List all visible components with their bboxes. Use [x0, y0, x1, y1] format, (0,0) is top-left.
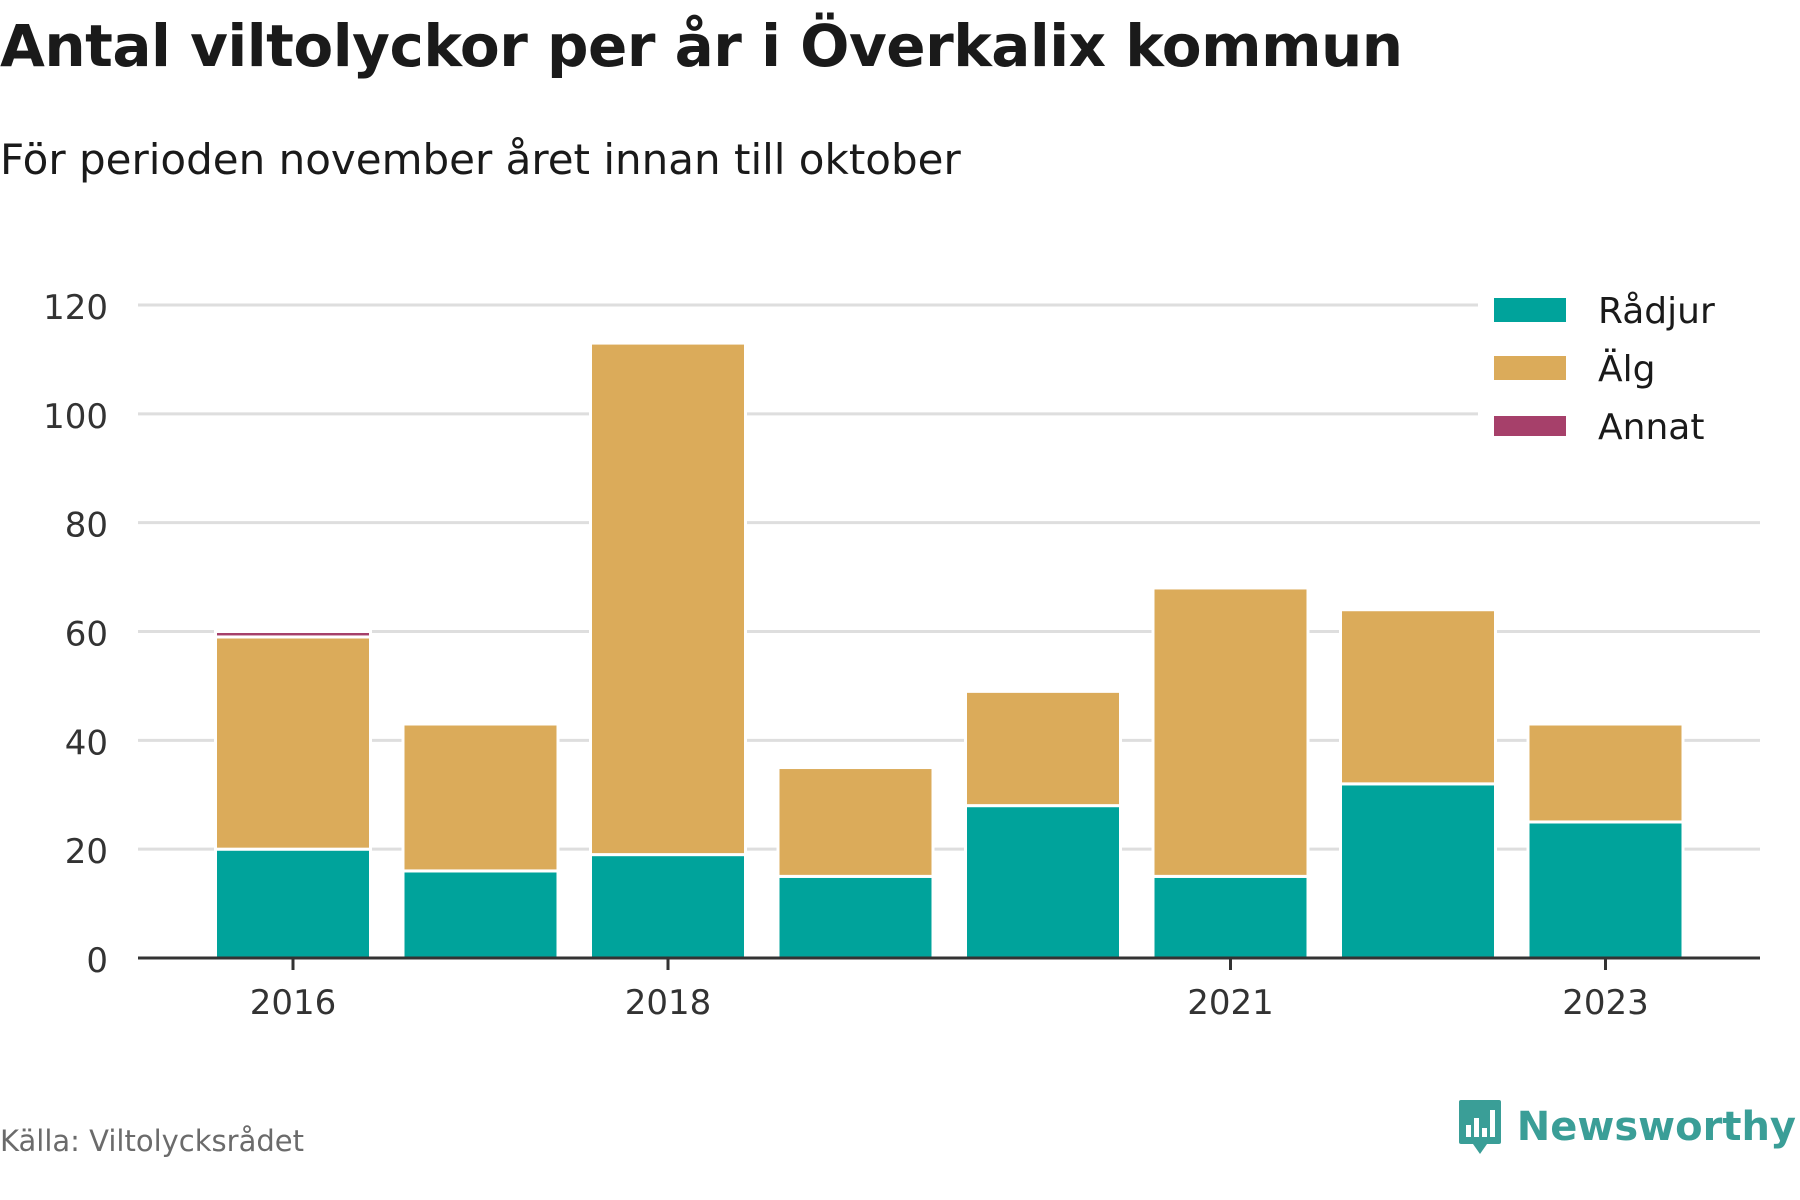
bar-älg-2022 — [1339, 608, 1497, 786]
y-tick-label: 120 — [43, 288, 108, 328]
y-tick-label: 100 — [43, 397, 108, 437]
brand: Newsworthy — [1457, 1098, 1796, 1156]
bar-älg-2019 — [776, 766, 935, 878]
y-tick-label: 80 — [65, 506, 108, 546]
x-tick-label: 2016 — [250, 983, 337, 1023]
bar-rådjur-2022 — [1339, 782, 1497, 960]
bar-annat-2016 — [214, 630, 372, 639]
y-tick-label: 20 — [65, 832, 108, 872]
legend-label: Rådjur — [1598, 291, 1715, 332]
stacked-bar-chart: 0 20 40 60 80 100 120 2016 2018 2021 2023 Rådjur Äl… — [43, 282, 1760, 1023]
y-tick-label: 60 — [65, 615, 108, 655]
chart-title: Antal viltolyckor per år i Överkalix kom… — [0, 12, 1403, 80]
x-tick-label: 2018 — [625, 983, 712, 1023]
legend-swatch-annat — [1494, 416, 1566, 436]
axes: 0 20 40 60 80 100 120 2016 2018 2021 2023 — [43, 288, 1760, 1023]
legend-label: Älg — [1598, 348, 1655, 390]
bar-älg-2020 — [964, 689, 1122, 808]
y-tick-label: 0 — [86, 941, 108, 981]
y-tick-label: 40 — [65, 723, 108, 763]
bar-rådjur-2019 — [776, 874, 935, 960]
bar-rådjur-2023 — [1526, 820, 1685, 960]
bar-älg-2021 — [1151, 586, 1310, 878]
x-tick-label: 2021 — [1187, 983, 1274, 1023]
legend-swatch-rådjur — [1494, 298, 1566, 322]
bars — [214, 341, 1685, 960]
legend-label: Annat — [1598, 407, 1704, 448]
legend-swatch-älg — [1494, 356, 1566, 380]
bar-älg-2016 — [214, 635, 372, 851]
bar-rådjur-2017 — [401, 869, 560, 960]
brand-name: Newsworthy — [1516, 1104, 1796, 1150]
bar-rådjur-2021 — [1151, 874, 1310, 960]
bar-rådjur-2016 — [214, 847, 372, 960]
bar-rådjur-2020 — [964, 804, 1122, 960]
bar-älg-2017 — [401, 722, 560, 873]
newsworthy-logo-icon — [1458, 1100, 1501, 1154]
legend: Rådjur Älg Annat — [1478, 282, 1760, 458]
bar-älg-2023 — [1526, 722, 1685, 824]
x-tick-label: 2023 — [1562, 983, 1649, 1023]
chart-subtitle: För perioden november året innan till ok… — [0, 135, 961, 184]
bar-älg-2018 — [589, 341, 747, 857]
source-note: Källa: Viltolycksrådet — [0, 1124, 304, 1158]
bar-rådjur-2018 — [589, 853, 747, 960]
